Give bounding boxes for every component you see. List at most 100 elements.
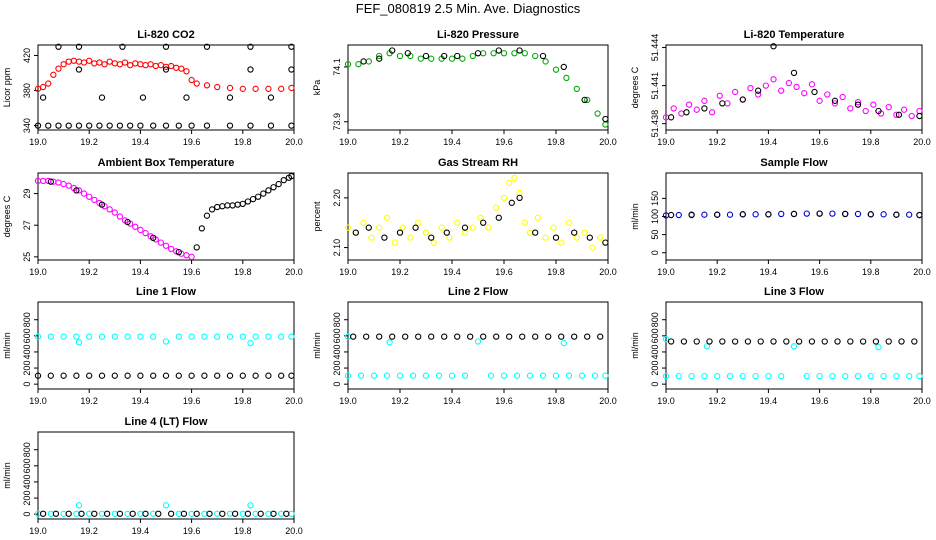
rh-black-point [461,224,469,231]
line1-flow-ytick-label: 0 [22,382,32,387]
pressure-xtick-label: 19.6 [495,137,513,147]
temperature-magenta-point [762,82,769,89]
ambient-box-temp-ytick-label: 27 [22,220,32,230]
pressure-black-point [360,58,367,65]
gas-stream-rh-ytick-label: 2.10 [332,239,342,257]
co2-red-point [188,76,195,84]
co2-black-point [247,122,254,129]
sample-flow-black-point [893,211,900,218]
line2-black-point [584,333,591,340]
line3-flow-ylabel: ml/min [630,332,640,359]
temperature-black-point [770,43,777,50]
line1-cyan-point [137,333,144,340]
rh-yellow-point [407,234,414,241]
sample-flow-ytick-label: 150 [650,191,660,206]
ambient-black-point [214,203,221,211]
co2-black-point [86,122,93,129]
co2-black-point [183,94,190,101]
temperature-magenta-point [708,109,716,116]
line3-cyan-point [916,372,923,380]
pressure-green-point [376,52,383,60]
ambient-black-point [249,195,257,203]
pressure-black-point [560,63,567,71]
co2-black-point [34,122,42,129]
line1-cyan-point [162,338,170,345]
line3-black-point [757,338,764,345]
line2-cyan-point [386,339,393,346]
ambient-magenta-point [132,223,139,230]
pressure-black-point [422,52,430,60]
line1-black-point [201,372,208,379]
pressure-green-point [573,85,580,93]
pressure-black-point [376,55,383,62]
temperature-panel: Li-820 Temperature degrees C 19.0 19.2 19.4 1… [630,29,931,147]
line2-black-series [350,333,604,340]
co2-red-point [111,60,118,67]
line2-cyan-point [422,372,430,379]
line2-cyan-point [448,372,456,379]
line4-flow-ytick-label: 200 [22,491,32,506]
line2-flow-frame [347,301,609,390]
line2-flow-xtick-label: 19.2 [391,396,409,406]
temperature-title: Li-820 Temperature [744,29,845,41]
pressure-xtick-label: 19.0 [339,137,357,147]
co2-red-point [45,80,52,87]
line1-cyan-point [252,333,259,340]
temperature-magenta-point [747,84,754,92]
rh-black-point [508,199,515,206]
pressure-green-point [511,50,518,57]
co2-red-point [39,83,47,91]
ambient-magenta-point [60,180,67,188]
rh-yellow-series [344,174,609,251]
line3-black-point [783,338,790,345]
line1-cyan-point [150,333,157,340]
temperature-ylabel: degrees C [630,66,640,108]
line3-cyan-point [790,343,798,350]
gas-stream-rh-xtick-label: 19.0 [339,267,357,277]
line1-black-point [150,372,157,379]
pressure-green-point [521,50,528,57]
rh-yellow-point [438,224,445,231]
line2-black-point [428,333,435,340]
rh-black-point [602,239,609,246]
line4-cyan-point [124,510,131,517]
temperature-magenta-point [893,111,900,118]
line2-black-point [506,333,513,340]
temperature-magenta-point [770,76,777,83]
co2-ylabel: Licor ppm [2,68,12,108]
line1-black-point [34,372,42,379]
ambient-black-point [198,225,205,232]
co2-black-series [34,43,295,129]
co2-red-point [278,85,285,92]
temperature-magenta-point [816,97,823,104]
ambient-box-temp-xtick-label: 19.8 [234,267,252,277]
line3-flow-xtick-label: 19.8 [862,396,880,406]
temperature-magenta-point [724,100,731,107]
line2-cyan-point [539,372,547,379]
temperature-ytick-label: 51.444 [650,34,660,62]
gas-stream-rh-panel: Gas Stream RH percent 19.0 19.2 19.4 19.6 19.8… [312,157,617,277]
line4-black-point [193,510,200,517]
line1-cyan-point [288,333,295,340]
pressure-xtick-label: 20.0 [599,137,617,147]
line1-black-point [226,372,234,379]
gas-stream-rh-xtick-label: 19.2 [391,267,409,277]
co2-red-series [34,57,295,92]
co2-black-point [119,43,126,50]
co2-black-mid-series [75,66,295,73]
ambient-magenta-point [167,245,175,253]
co2-black-point [116,122,124,129]
line4-cyan-point [288,510,295,517]
co2-red-point [50,71,57,78]
line1-cyan-point [34,333,42,340]
pressure-black-point [516,47,523,54]
sample-flow-blue-point [803,210,810,217]
rh-yellow-point [506,179,513,187]
rh-yellow-point [454,219,461,226]
line1-black-point [265,372,272,379]
ambient-black-point [288,173,295,180]
ambient-black-point [175,248,182,256]
line2-black-point [415,333,422,340]
line3-flow-ytick-label: 200 [650,361,660,376]
line4-cyan-point [175,510,182,517]
